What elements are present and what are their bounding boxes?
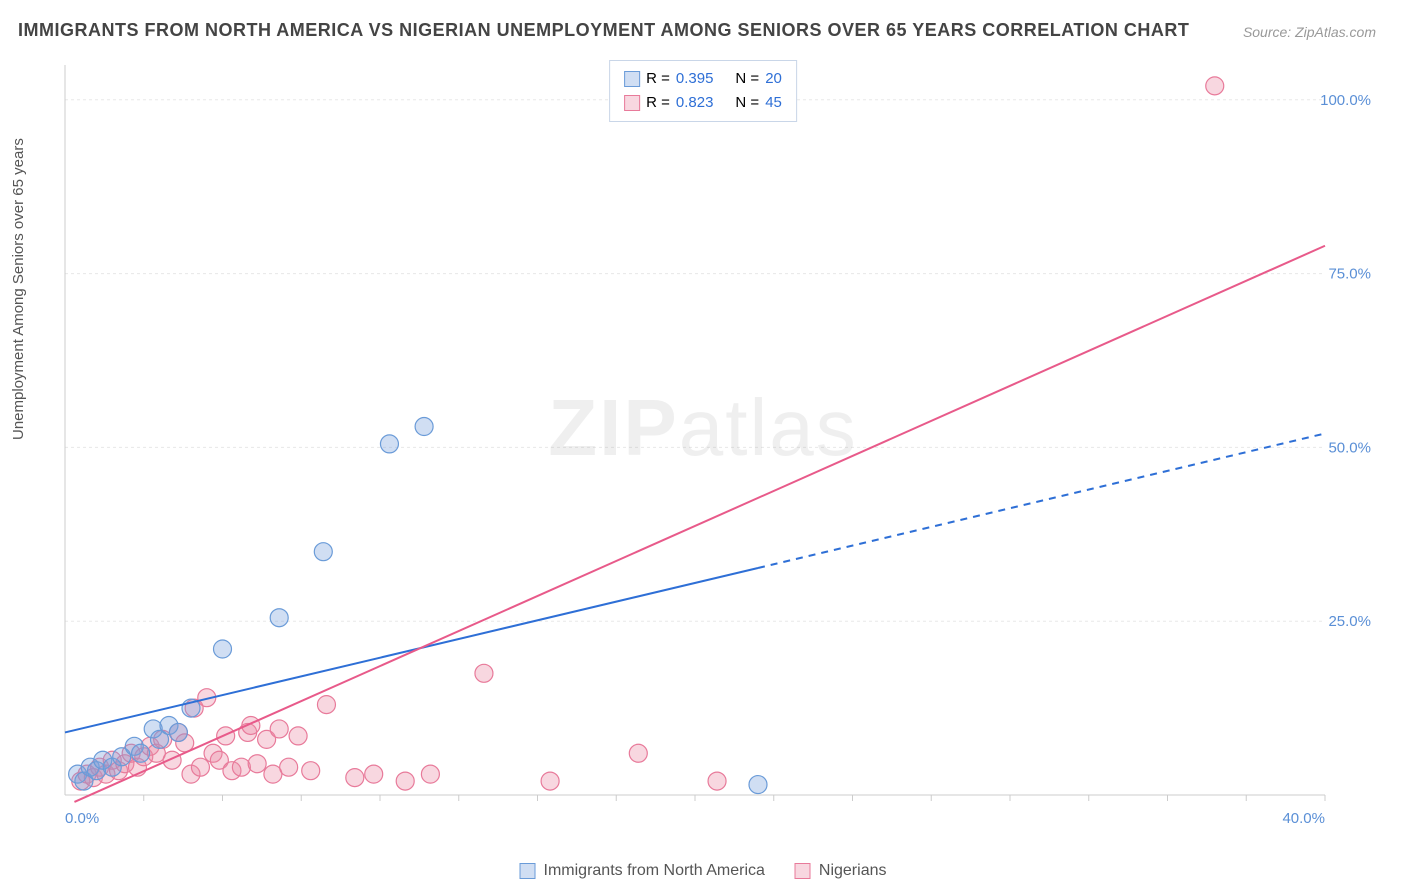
- svg-text:40.0%: 40.0%: [1282, 810, 1325, 827]
- svg-text:75.0%: 75.0%: [1328, 266, 1371, 283]
- legend-swatch-bottom-1: [795, 863, 811, 879]
- n-value-1: 45: [765, 91, 782, 115]
- legend-row-series-0: R = 0.395 N = 20: [624, 67, 782, 91]
- svg-text:25.0%: 25.0%: [1328, 613, 1371, 630]
- source-attribution: Source: ZipAtlas.com: [1243, 24, 1376, 40]
- legend-swatch-0: [624, 71, 640, 87]
- n-label: N =: [735, 91, 759, 115]
- n-value-0: 20: [765, 67, 782, 91]
- legend-swatch-bottom-0: [520, 863, 536, 879]
- r-value-0: 0.395: [676, 67, 714, 91]
- series-legend: Immigrants from North America Nigerians: [520, 862, 887, 880]
- legend-item-0: Immigrants from North America: [520, 862, 765, 880]
- y-axis-label: Unemployment Among Seniors over 65 years: [10, 138, 27, 440]
- legend-item-1: Nigerians: [795, 862, 887, 880]
- legend-swatch-1: [624, 95, 640, 111]
- svg-text:50.0%: 50.0%: [1328, 439, 1371, 456]
- svg-text:0.0%: 0.0%: [65, 810, 99, 827]
- correlation-legend: R = 0.395 N = 20 R = 0.823 N = 45: [609, 60, 797, 122]
- r-label: R =: [646, 67, 670, 91]
- r-label: R =: [646, 91, 670, 115]
- n-label: N =: [735, 67, 759, 91]
- legend-row-series-1: R = 0.823 N = 45: [624, 91, 782, 115]
- legend-label-0: Immigrants from North America: [544, 862, 765, 880]
- legend-label-1: Nigerians: [819, 862, 887, 880]
- svg-text:100.0%: 100.0%: [1320, 92, 1371, 109]
- scatter-chart-svg: 0.0% 40.0% 25.0% 50.0% 75.0% 100.0%: [60, 60, 1380, 840]
- chart-plot-area: 0.0% 40.0% 25.0% 50.0% 75.0% 100.0%: [60, 60, 1380, 840]
- chart-title: IMMIGRANTS FROM NORTH AMERICA VS NIGERIA…: [18, 20, 1189, 41]
- r-value-1: 0.823: [676, 91, 714, 115]
